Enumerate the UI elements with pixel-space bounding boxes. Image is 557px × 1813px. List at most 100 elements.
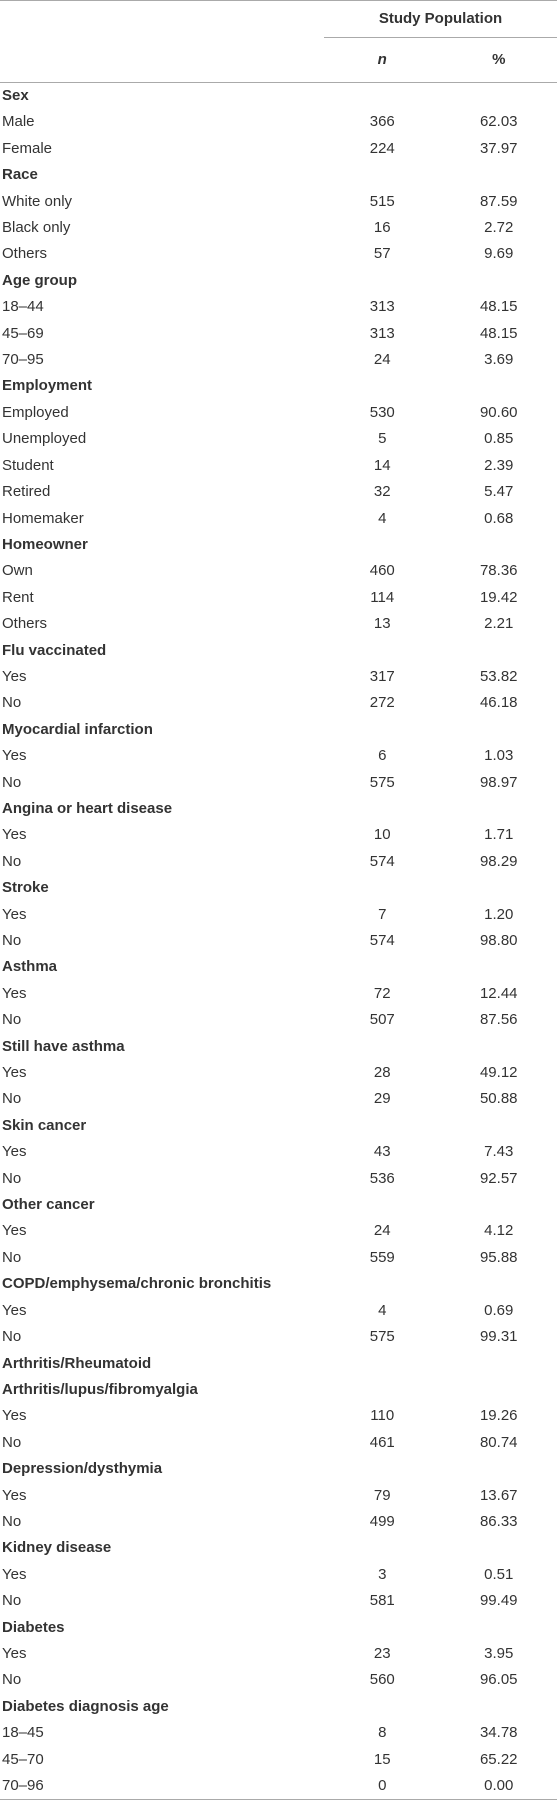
row-label: No bbox=[2, 1592, 22, 1610]
row-label: No bbox=[2, 773, 22, 791]
data-row: Yes 43 7.43 bbox=[0, 1139, 557, 1165]
value-cell: 515 bbox=[369, 192, 395, 210]
data-row: No 574 98.29 bbox=[0, 849, 557, 875]
row-label: White only bbox=[2, 192, 73, 210]
value-cell: 4 bbox=[378, 509, 387, 527]
row-label: Student bbox=[2, 456, 54, 474]
empty-cell bbox=[441, 1271, 557, 1297]
data-row: No 461 80.74 bbox=[0, 1430, 557, 1456]
data-row: White only 515 87.59 bbox=[0, 189, 557, 215]
value-cell: 1.20 bbox=[484, 905, 514, 923]
value-cell: 313 bbox=[369, 298, 395, 316]
data-row: No 581 99.49 bbox=[0, 1588, 557, 1614]
row-label: Female bbox=[2, 139, 53, 157]
row-label: Retired bbox=[2, 483, 51, 501]
data-row: No 575 98.97 bbox=[0, 770, 557, 796]
value-cell: 9.69 bbox=[484, 245, 514, 263]
empty-cell bbox=[441, 1694, 557, 1720]
group-row: Myocardial infarction bbox=[0, 717, 557, 743]
value-cell: 0.85 bbox=[484, 430, 514, 448]
data-row: No 29 50.88 bbox=[0, 1086, 557, 1112]
row-label: No bbox=[2, 1169, 22, 1187]
value-cell: 16 bbox=[373, 219, 391, 237]
empty-cell bbox=[324, 1113, 441, 1139]
row-label: No bbox=[2, 1090, 22, 1108]
value-cell: 87.56 bbox=[479, 1011, 518, 1029]
value-cell: 313 bbox=[369, 324, 395, 342]
value-cell: 1.71 bbox=[484, 826, 514, 844]
value-cell: 48.15 bbox=[479, 324, 518, 342]
value-cell: 96.05 bbox=[479, 1671, 518, 1689]
group-label: Diabetes bbox=[2, 1618, 65, 1636]
value-cell: 24 bbox=[373, 1222, 391, 1240]
empty-cell bbox=[441, 162, 557, 188]
value-cell: 4.12 bbox=[484, 1222, 514, 1240]
empty-cell bbox=[441, 1615, 557, 1641]
group-row: Diabetes diagnosis age bbox=[0, 1694, 557, 1720]
row-label: Black only bbox=[2, 219, 71, 237]
row-label: Yes bbox=[2, 667, 27, 685]
data-row: Yes 79 13.67 bbox=[0, 1483, 557, 1509]
value-cell: 28 bbox=[373, 1064, 391, 1082]
value-cell: 8 bbox=[378, 1724, 387, 1742]
row-label: Own bbox=[2, 562, 33, 580]
row-label: Yes bbox=[2, 1407, 27, 1425]
value-cell: 581 bbox=[369, 1592, 395, 1610]
data-row: Female 224 37.97 bbox=[0, 136, 557, 162]
group-label: Still have asthma bbox=[2, 1037, 125, 1055]
empty-cell bbox=[324, 532, 441, 558]
value-cell: 7 bbox=[378, 905, 387, 923]
column-header: n bbox=[324, 37, 441, 83]
value-cell: 559 bbox=[369, 1248, 395, 1266]
value-cell: 62.03 bbox=[479, 113, 518, 131]
value-cell: 90.60 bbox=[479, 403, 518, 421]
row-label: No bbox=[2, 1433, 22, 1451]
row-label: 45–69 bbox=[2, 324, 44, 342]
value-cell: 37.97 bbox=[479, 139, 518, 157]
corner bbox=[0, 37, 324, 83]
group-label: Asthma bbox=[2, 958, 58, 976]
group-label: Stroke bbox=[2, 879, 49, 897]
value-cell: 317 bbox=[369, 667, 395, 685]
empty-cell bbox=[324, 162, 441, 188]
data-row: Yes 317 53.82 bbox=[0, 664, 557, 690]
row-label: No bbox=[2, 694, 22, 712]
row-label: Yes bbox=[2, 826, 27, 844]
value-cell: 95.88 bbox=[479, 1248, 518, 1266]
header-row: Study Population bbox=[0, 0, 557, 38]
data-row: Yes 7 1.20 bbox=[0, 902, 557, 928]
value-cell: 99.49 bbox=[479, 1592, 518, 1610]
value-cell: 13.67 bbox=[479, 1486, 518, 1504]
row-label: Others bbox=[2, 615, 48, 633]
empty-cell bbox=[441, 796, 557, 822]
empty-cell bbox=[324, 83, 441, 110]
value-cell: 574 bbox=[369, 852, 395, 870]
row-label: Yes bbox=[2, 1301, 27, 1319]
data-row: Unemployed 5 0.85 bbox=[0, 426, 557, 452]
value-cell: 80.74 bbox=[479, 1433, 518, 1451]
value-cell: 5.47 bbox=[484, 483, 514, 501]
row-label: No bbox=[2, 1512, 22, 1530]
row-label: Yes bbox=[2, 1064, 27, 1082]
data-row: 45–69 313 48.15 bbox=[0, 321, 557, 347]
value-cell: 3.69 bbox=[484, 351, 514, 369]
row-label: Yes bbox=[2, 747, 27, 765]
value-cell: 53.82 bbox=[479, 667, 518, 685]
value-cell: 15 bbox=[373, 1750, 391, 1768]
data-row: No 559 95.88 bbox=[0, 1245, 557, 1271]
data-row: Yes 110 19.26 bbox=[0, 1403, 557, 1429]
corner bbox=[0, 1, 324, 38]
empty-cell bbox=[324, 268, 441, 294]
row-label: Yes bbox=[2, 905, 27, 923]
column-group: Study Population bbox=[324, 0, 557, 38]
empty-cell bbox=[324, 717, 441, 743]
empty-cell bbox=[441, 1351, 557, 1404]
value-cell: 114 bbox=[370, 588, 395, 606]
data-row: Employed 530 90.60 bbox=[0, 400, 557, 426]
data-row: Yes 10 1.71 bbox=[0, 822, 557, 848]
group-row: Other cancer bbox=[0, 1192, 557, 1218]
value-cell: 530 bbox=[369, 403, 395, 421]
row-label: Yes bbox=[2, 984, 27, 1002]
group-row: Homeowner bbox=[0, 532, 557, 558]
